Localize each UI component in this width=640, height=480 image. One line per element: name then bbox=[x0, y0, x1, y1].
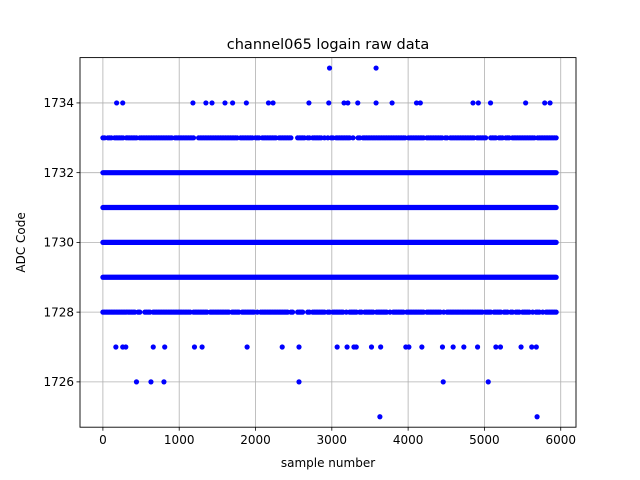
data-point bbox=[373, 100, 379, 106]
data-point bbox=[534, 414, 540, 420]
data-point bbox=[523, 100, 529, 106]
data-point bbox=[270, 100, 276, 106]
data-point bbox=[150, 344, 156, 350]
data-point bbox=[368, 344, 375, 350]
data-point bbox=[288, 135, 294, 141]
x-tick-label: 1000 bbox=[164, 433, 195, 447]
data-point bbox=[279, 344, 285, 350]
x-tick-label: 0 bbox=[99, 433, 107, 447]
data-point bbox=[296, 379, 302, 385]
data-point bbox=[440, 379, 446, 385]
data-points bbox=[113, 65, 553, 420]
data-point bbox=[419, 344, 425, 350]
data-point bbox=[439, 344, 446, 350]
x-axis-label: sample number bbox=[281, 456, 375, 470]
data-point bbox=[230, 100, 236, 106]
data-point bbox=[326, 100, 332, 106]
data-point bbox=[162, 344, 168, 350]
data-point bbox=[222, 100, 228, 106]
chart-title: channel065 logain raw data bbox=[227, 37, 429, 53]
x-tick-label: 3000 bbox=[317, 433, 348, 447]
data-point bbox=[334, 344, 340, 350]
y-axis-label: ADC Code bbox=[14, 212, 28, 272]
data-point bbox=[377, 414, 383, 420]
data-point bbox=[133, 379, 140, 385]
data-point bbox=[300, 309, 306, 315]
data-point bbox=[191, 344, 198, 350]
x-tick-label: 4000 bbox=[393, 433, 424, 447]
data-point bbox=[209, 100, 215, 106]
data-point bbox=[306, 100, 312, 106]
data-point bbox=[296, 344, 302, 350]
data-point bbox=[345, 100, 351, 106]
dense-data-bands bbox=[100, 135, 559, 315]
data-point bbox=[355, 100, 361, 106]
data-point bbox=[413, 100, 420, 106]
data-point bbox=[533, 344, 539, 350]
data-point bbox=[493, 344, 499, 350]
data-point bbox=[417, 100, 423, 106]
data-point bbox=[553, 135, 559, 141]
data-point bbox=[461, 344, 467, 350]
y-tick-label: 1728 bbox=[43, 305, 74, 319]
data-point bbox=[389, 100, 395, 106]
data-point bbox=[289, 309, 296, 315]
data-point bbox=[487, 100, 494, 106]
y-axis-ticks: 1726 1728 1730 1732 1734 bbox=[43, 96, 80, 389]
data-point bbox=[353, 344, 359, 350]
data-point bbox=[123, 344, 129, 350]
data-point bbox=[350, 135, 356, 141]
data-point bbox=[378, 344, 384, 350]
x-tick-label: 6000 bbox=[545, 433, 576, 447]
data-point bbox=[406, 344, 412, 350]
data-point bbox=[265, 100, 272, 106]
data-point bbox=[483, 135, 489, 141]
data-point bbox=[518, 344, 524, 350]
data-point bbox=[542, 100, 548, 106]
data-point bbox=[113, 344, 119, 350]
data-point bbox=[190, 100, 196, 106]
data-point bbox=[475, 100, 481, 106]
data-point bbox=[137, 309, 143, 315]
data-point bbox=[344, 344, 350, 350]
x-tick-label: 2000 bbox=[240, 433, 271, 447]
data-point bbox=[148, 379, 154, 385]
data-point bbox=[199, 344, 205, 350]
data-point bbox=[470, 100, 476, 106]
x-tick-label: 5000 bbox=[469, 433, 500, 447]
data-point bbox=[373, 65, 379, 71]
data-point bbox=[326, 65, 333, 71]
data-point bbox=[497, 344, 504, 350]
data-point bbox=[547, 100, 553, 106]
data-point bbox=[553, 309, 559, 315]
data-point bbox=[190, 135, 197, 141]
y-tick-label: 1726 bbox=[43, 375, 74, 389]
data-point bbox=[243, 100, 249, 106]
data-point bbox=[474, 344, 481, 350]
data-point bbox=[529, 344, 535, 350]
data-point bbox=[161, 379, 167, 385]
y-tick-label: 1734 bbox=[43, 96, 74, 110]
data-point bbox=[120, 100, 126, 106]
data-point bbox=[114, 100, 120, 106]
y-tick-label: 1732 bbox=[43, 166, 74, 180]
data-point bbox=[450, 344, 456, 350]
x-axis-ticks: 0 1000 2000 3000 4000 5000 6000 bbox=[99, 427, 576, 447]
data-point bbox=[485, 379, 491, 385]
y-tick-label: 1730 bbox=[43, 236, 74, 250]
data-point bbox=[341, 100, 347, 106]
data-point bbox=[244, 344, 250, 350]
data-point bbox=[203, 100, 209, 106]
